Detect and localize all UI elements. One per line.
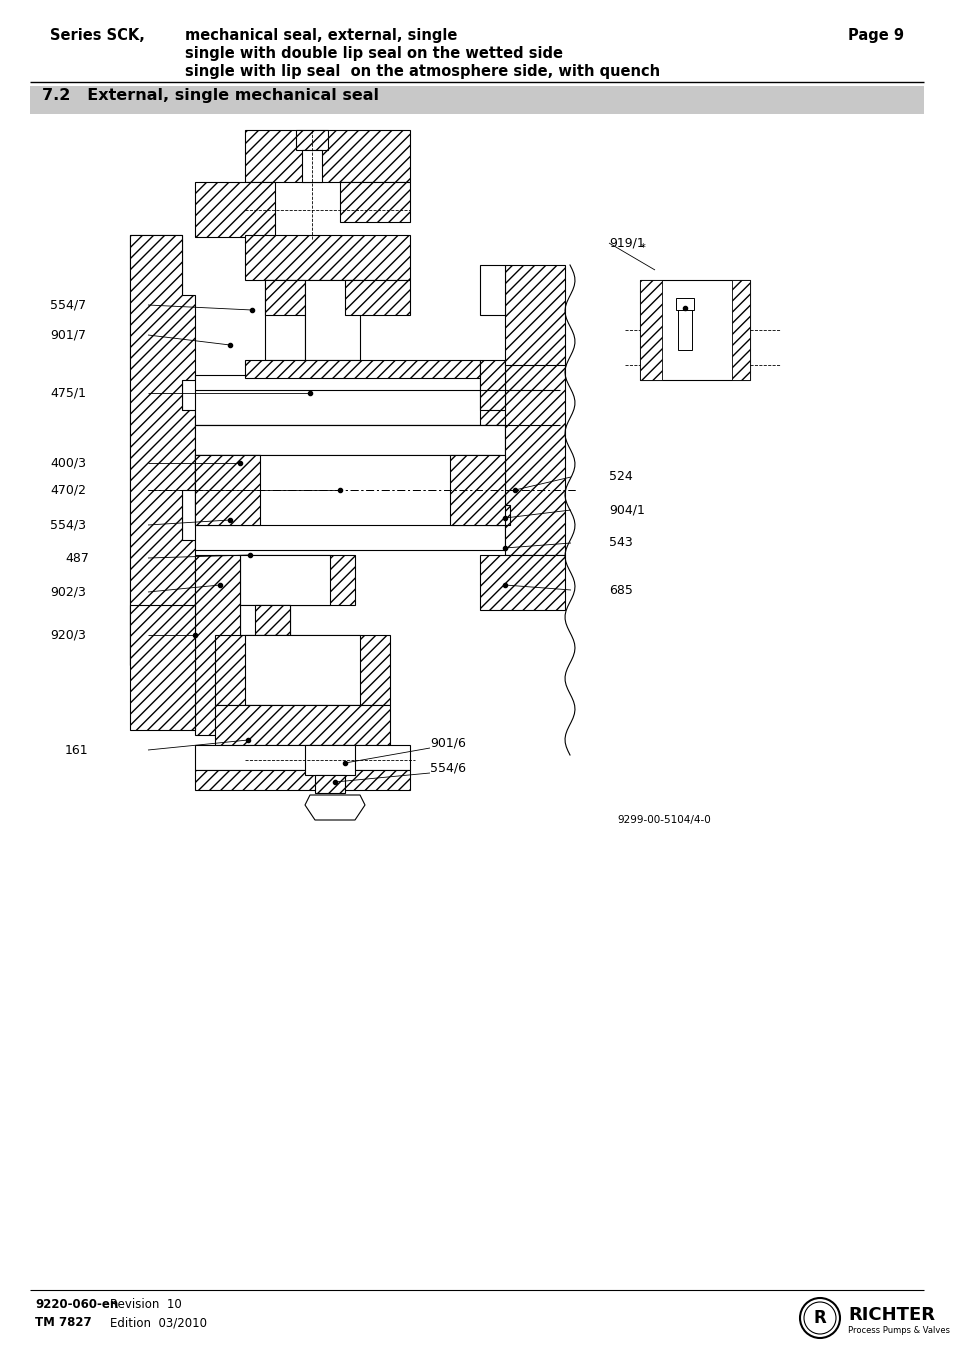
Bar bbox=[265, 280, 305, 359]
Bar bbox=[305, 280, 359, 359]
Text: 901/6: 901/6 bbox=[430, 736, 465, 750]
Text: 7.2   External, single mechanical seal: 7.2 External, single mechanical seal bbox=[42, 88, 378, 103]
Bar bbox=[245, 235, 410, 280]
Text: Series SCK,: Series SCK, bbox=[50, 28, 145, 43]
Polygon shape bbox=[130, 235, 194, 665]
Text: 9220-060-en: 9220-060-en bbox=[35, 1298, 118, 1310]
Bar bbox=[194, 376, 559, 426]
Bar bbox=[245, 705, 359, 744]
Text: 904/1: 904/1 bbox=[608, 504, 644, 516]
Text: Edition  03/2010: Edition 03/2010 bbox=[110, 1316, 207, 1329]
Bar bbox=[194, 182, 274, 236]
Bar bbox=[214, 555, 355, 605]
Text: 487: 487 bbox=[65, 551, 89, 565]
Bar bbox=[245, 359, 479, 378]
Bar bbox=[479, 359, 504, 409]
Bar bbox=[639, 280, 749, 380]
Polygon shape bbox=[305, 794, 365, 820]
Bar bbox=[339, 182, 410, 222]
Bar bbox=[194, 455, 260, 526]
Text: R: R bbox=[813, 1309, 825, 1327]
Bar bbox=[194, 770, 410, 790]
Text: 920/3: 920/3 bbox=[50, 628, 86, 642]
Bar bbox=[678, 305, 691, 350]
Text: RICHTER: RICHTER bbox=[847, 1306, 934, 1324]
Text: Revision  10: Revision 10 bbox=[110, 1298, 182, 1310]
Bar bbox=[254, 605, 290, 635]
Text: *: * bbox=[640, 243, 645, 253]
Bar bbox=[479, 376, 559, 426]
Text: 554/6: 554/6 bbox=[430, 762, 465, 774]
Bar bbox=[295, 130, 328, 150]
Text: 400/3: 400/3 bbox=[50, 457, 86, 470]
Text: single with lip seal  on the atmosphere side, with quench: single with lip seal on the atmosphere s… bbox=[185, 63, 659, 78]
Bar bbox=[731, 280, 749, 380]
Bar bbox=[639, 280, 661, 380]
Bar bbox=[240, 605, 290, 635]
Text: 161: 161 bbox=[65, 743, 89, 757]
Text: TM 7827: TM 7827 bbox=[35, 1316, 91, 1329]
Bar bbox=[490, 505, 510, 526]
Bar bbox=[245, 130, 410, 182]
Text: 685: 685 bbox=[608, 584, 632, 597]
Bar bbox=[245, 635, 359, 705]
Bar bbox=[265, 280, 305, 315]
Text: mechanical seal, external, single: mechanical seal, external, single bbox=[185, 28, 456, 43]
Bar bbox=[194, 455, 260, 520]
Bar bbox=[130, 235, 182, 665]
Text: Process Pumps & Valves: Process Pumps & Valves bbox=[847, 1325, 949, 1335]
Bar bbox=[194, 455, 499, 526]
Text: 475/1: 475/1 bbox=[50, 386, 86, 400]
Bar bbox=[30, 86, 923, 113]
Text: 543: 543 bbox=[608, 536, 632, 550]
Bar bbox=[240, 555, 330, 605]
Text: 9299-00-5104/4-0: 9299-00-5104/4-0 bbox=[617, 815, 710, 825]
Bar bbox=[345, 280, 410, 315]
Text: 554/3: 554/3 bbox=[50, 519, 86, 531]
Bar bbox=[194, 426, 504, 455]
Bar bbox=[479, 265, 504, 315]
Bar bbox=[305, 744, 355, 775]
Text: single with double lip seal on the wetted side: single with double lip seal on the wette… bbox=[185, 46, 562, 61]
Bar bbox=[194, 520, 504, 550]
Text: 470/2: 470/2 bbox=[50, 484, 86, 497]
Bar bbox=[194, 744, 410, 770]
Text: 901/7: 901/7 bbox=[50, 328, 86, 342]
Text: 919/1: 919/1 bbox=[608, 236, 644, 250]
Bar bbox=[194, 555, 240, 735]
Bar bbox=[214, 635, 390, 705]
Bar bbox=[302, 150, 322, 182]
Bar bbox=[130, 605, 194, 730]
Text: 524: 524 bbox=[608, 470, 632, 484]
Text: 902/3: 902/3 bbox=[50, 585, 86, 598]
Bar bbox=[504, 359, 564, 555]
Bar bbox=[314, 775, 345, 793]
Bar bbox=[479, 555, 564, 611]
Bar bbox=[450, 455, 504, 526]
Bar bbox=[214, 705, 390, 744]
Text: 554/7: 554/7 bbox=[50, 299, 86, 312]
Text: Page 9: Page 9 bbox=[847, 28, 903, 43]
Bar bbox=[676, 299, 693, 309]
Bar bbox=[504, 265, 564, 365]
